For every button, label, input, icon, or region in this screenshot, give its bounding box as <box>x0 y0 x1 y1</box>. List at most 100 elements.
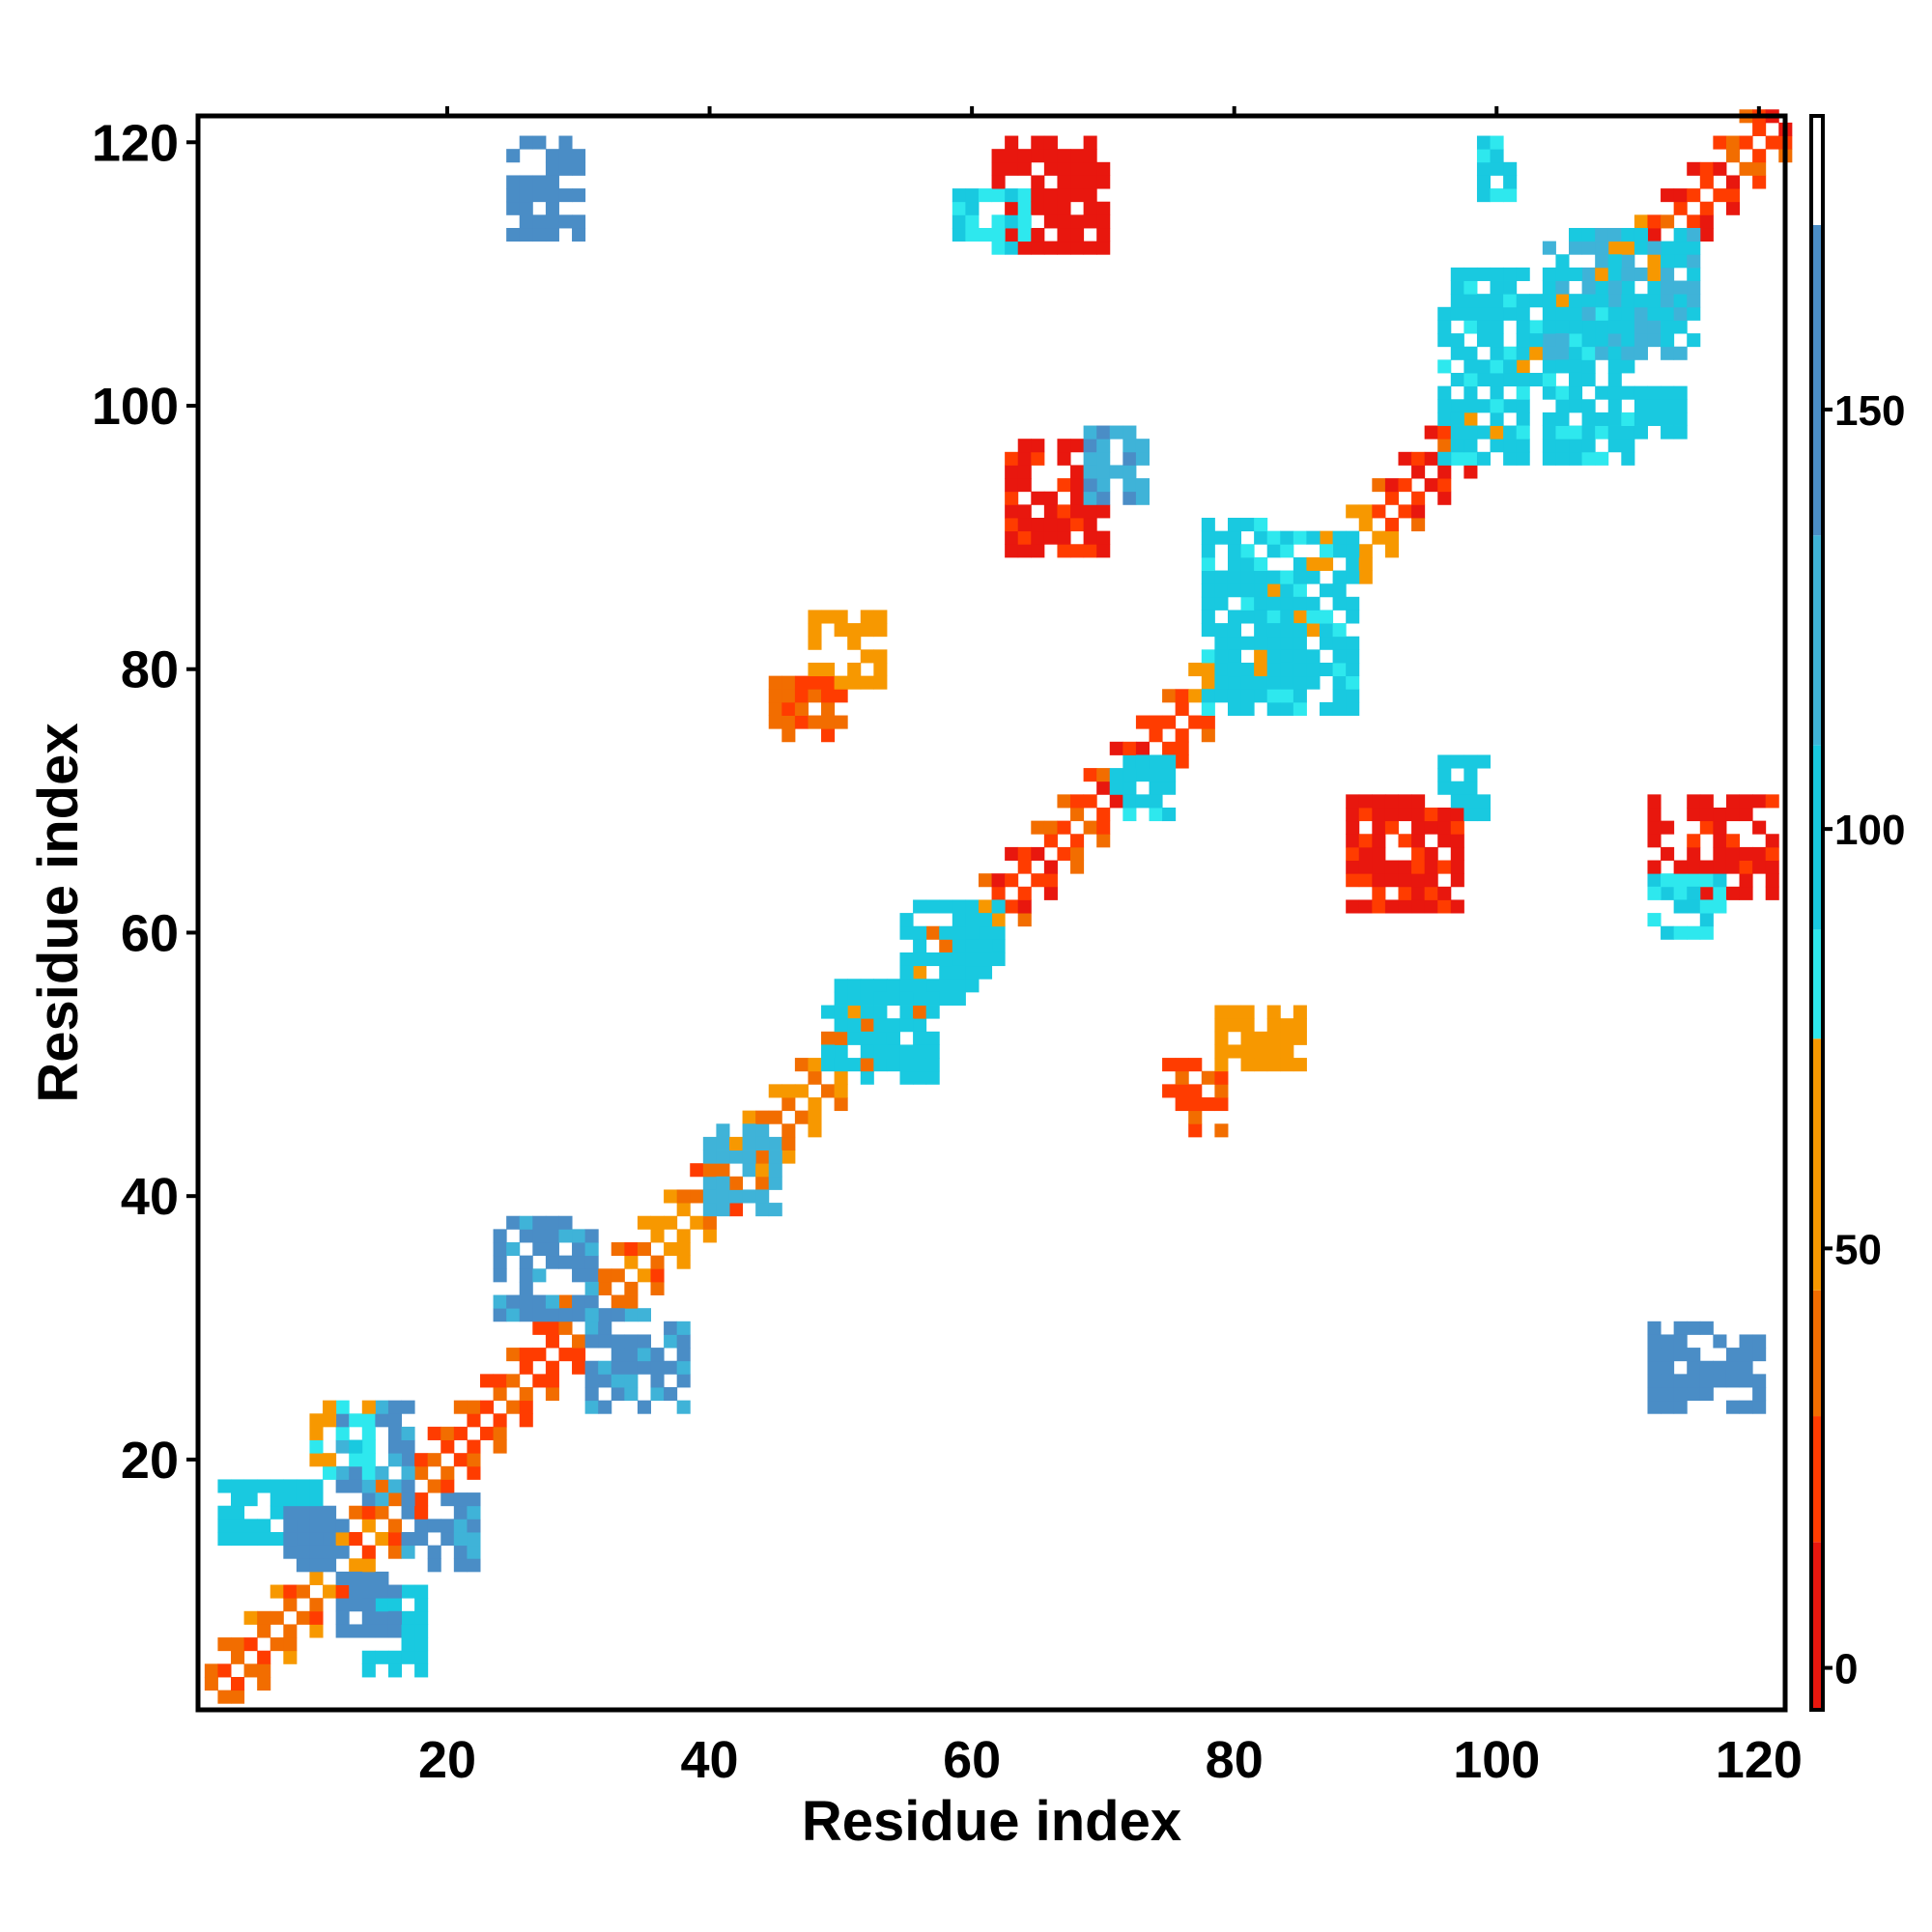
heatmap-cell <box>204 1663 218 1678</box>
x-axis-title: Residue index <box>802 1790 1181 1853</box>
heatmap-cell <box>1280 636 1294 650</box>
heatmap-cell <box>335 1439 350 1454</box>
heatmap-cell <box>427 1479 441 1493</box>
heatmap-cell <box>1634 385 1648 400</box>
heatmap-cell <box>1346 544 1360 558</box>
heatmap-cell <box>755 1176 770 1190</box>
heatmap-cell <box>925 1058 940 1072</box>
heatmap-cell <box>886 1018 900 1033</box>
heatmap-cell <box>1647 294 1662 308</box>
heatmap-cell <box>1293 689 1307 703</box>
heatmap-cell <box>1031 491 1045 505</box>
heatmap-cell <box>243 1610 258 1625</box>
heatmap-cell <box>493 1439 507 1454</box>
heatmap-cell <box>965 979 980 993</box>
heatmap-cell <box>1346 596 1360 611</box>
heatmap-cell <box>1765 860 1779 874</box>
heatmap-cell <box>1031 530 1045 545</box>
heatmap-cell <box>558 1308 573 1322</box>
heatmap-cell <box>702 1150 717 1164</box>
heatmap-cell <box>676 1203 691 1217</box>
heatmap-cell <box>650 1255 665 1269</box>
heatmap-cell <box>1043 517 1058 532</box>
heatmap-cell <box>742 1163 756 1178</box>
heatmap-cell <box>506 1241 521 1257</box>
heatmap-cell <box>978 899 993 914</box>
heatmap-cell <box>886 1058 900 1072</box>
heatmap-cell <box>1673 201 1688 215</box>
heatmap-cell <box>794 1110 809 1124</box>
heatmap-cell <box>1346 556 1360 571</box>
heatmap-cell <box>283 1637 298 1652</box>
heatmap-cell <box>808 675 822 690</box>
colorbar-band <box>1811 1038 1823 1291</box>
heatmap-cell <box>1031 175 1045 189</box>
heatmap-cell <box>375 1413 389 1428</box>
heatmap-cell <box>1043 201 1058 215</box>
heatmap-cell <box>768 1110 782 1124</box>
heatmap-cell <box>361 1624 376 1638</box>
heatmap-cell <box>1516 294 1530 308</box>
heatmap-cell <box>676 1374 691 1388</box>
heatmap-cell <box>821 662 836 677</box>
heatmap-cell <box>1096 478 1111 493</box>
heatmap-cell <box>1358 807 1373 822</box>
heatmap-cell <box>1463 306 1478 321</box>
heatmap-cell <box>584 1294 599 1309</box>
heatmap-cell <box>309 1610 324 1625</box>
heatmap-cell <box>1346 873 1360 888</box>
heatmap-cell <box>1306 623 1321 638</box>
heatmap-cell <box>1725 834 1741 848</box>
heatmap-cell <box>1358 504 1373 519</box>
heatmap-cell <box>453 1426 468 1440</box>
heatmap-cell <box>1490 135 1504 150</box>
heatmap-cell <box>204 1676 218 1691</box>
heatmap-cell <box>545 214 559 229</box>
heatmap-cell <box>913 979 927 993</box>
heatmap-cell <box>1581 451 1596 466</box>
heatmap-cell <box>1346 610 1360 624</box>
heatmap-cell <box>1227 530 1242 545</box>
heatmap-cell <box>349 1624 363 1638</box>
heatmap-cell <box>1096 781 1111 795</box>
heatmap-cell <box>1320 662 1334 677</box>
heatmap-cell <box>1135 715 1150 729</box>
heatmap-cell <box>755 1123 770 1138</box>
heatmap-cell <box>1752 1334 1767 1349</box>
heatmap-cell <box>283 1492 298 1507</box>
heatmap-cell <box>1201 715 1215 729</box>
heatmap-cell <box>532 1294 547 1309</box>
heatmap-cell <box>1135 754 1150 769</box>
heatmap-cell <box>913 899 927 914</box>
heatmap-cell <box>1765 794 1779 809</box>
y-axis-title: Residue index <box>27 723 90 1102</box>
heatmap-cell <box>925 899 940 914</box>
heatmap-cell <box>860 649 874 664</box>
heatmap-cell <box>1739 846 1753 861</box>
heatmap-cell <box>558 1255 573 1269</box>
heatmap-cell <box>1687 886 1701 900</box>
heatmap-cell <box>598 1281 612 1295</box>
heatmap-cell <box>991 925 1006 940</box>
heatmap-cell <box>1280 649 1294 664</box>
heatmap-cell <box>1384 530 1399 545</box>
heatmap-cell <box>506 1308 521 1322</box>
heatmap-cell <box>335 1545 350 1559</box>
heatmap-cell <box>1673 280 1688 295</box>
heatmap-cell <box>467 1465 481 1480</box>
heatmap-cell <box>1306 556 1321 571</box>
heatmap-cell <box>519 227 533 242</box>
heatmap-cell <box>1293 556 1307 571</box>
heatmap-cell <box>1516 399 1530 413</box>
heatmap-cell <box>1122 781 1137 795</box>
heatmap-cell <box>847 1031 862 1045</box>
heatmap-cell <box>1569 359 1583 374</box>
heatmap-cell <box>414 1598 429 1612</box>
heatmap-cell <box>1083 149 1097 163</box>
heatmap-cell <box>1713 873 1727 888</box>
heatmap-cell <box>532 1374 547 1388</box>
heatmap-cell <box>323 1400 337 1414</box>
heatmap-cell <box>1031 149 1045 163</box>
heatmap-cell <box>1043 886 1058 900</box>
heatmap-cell <box>1346 820 1360 835</box>
